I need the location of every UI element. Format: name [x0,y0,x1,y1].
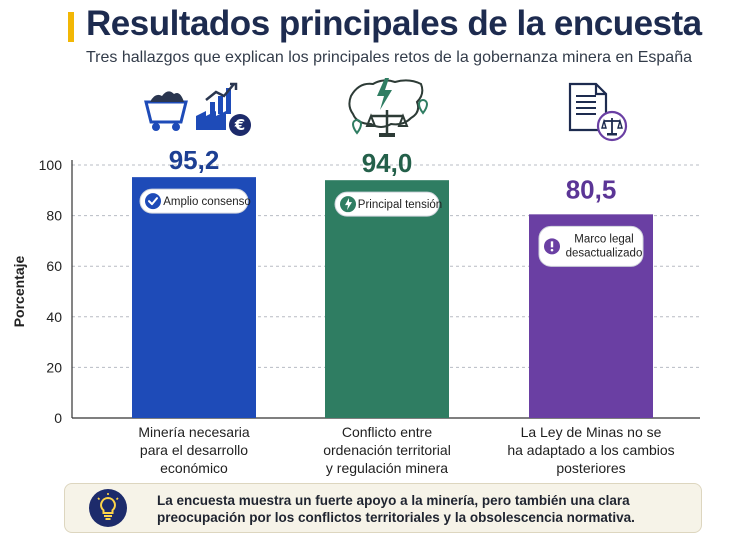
exclamation-dot [550,248,554,252]
lightning-bolt [377,78,392,110]
trend-arrow [205,83,235,101]
location-pin [417,99,429,115]
badge: Marco legal desactualizado [538,225,644,267]
exclamation-circle-icon [544,238,560,255]
cart-wheel [172,123,180,131]
x-tick-label: posteriores [556,460,625,476]
badge-icon-circle [145,193,161,210]
badge-pill [538,225,644,267]
scales-base [607,133,617,136]
location-pin [351,119,363,135]
badge: Amplio consenso [139,188,251,214]
check-mark [148,197,158,206]
bar-chart: 0 20 40 60 80 100 Porcentaje € 95,2 Amplio cons… [11,78,700,476]
x-tick-label: y regulación minera [326,460,448,476]
x-tick-label: ha adaptado a los cambios [507,442,674,458]
cart-coal [150,91,184,102]
page-title: Resultados principales de la encuesta [86,4,702,43]
title-accent-bar [68,12,74,42]
cart-wheel [152,123,160,131]
chart-bar [226,88,231,114]
y-tick-label: 100 [39,157,63,173]
check-circle-icon [145,193,161,210]
euro-coin [229,114,251,136]
badge: Principal tensión [334,191,442,217]
chart-bar [210,102,215,114]
summary-text: La encuesta muestra un fuerte apoyo a la… [157,493,635,525]
lightning-mark [345,198,352,211]
bar [132,177,256,418]
map-scales-lightning-icon [348,78,429,137]
y-tick-label: 80 [46,208,62,224]
summary-box: La encuesta muestra un fuerte apoyo a la… [64,483,702,533]
cart-body [144,100,188,124]
x-tick-label: Minería necesaria [138,424,249,440]
x-tick-label: La Ley de Minas no se [521,424,662,440]
scales-pan [397,113,409,127]
x-tick-label: económico [160,460,228,476]
euro-symbol: € [234,116,245,134]
factory [196,111,226,130]
lightbulb-icon [89,489,127,527]
y-tick-label: 20 [46,359,62,375]
y-tick-label: 40 [46,309,62,325]
bar-value-label: 95,2 [169,145,220,175]
badge-pill [334,191,440,217]
scales-pan [601,118,607,129]
page-subtitle: Tres hallazgos que explican los principa… [86,49,692,66]
y-axis-label: Porcentaje [11,255,27,327]
scales-pan [365,113,377,127]
trend-arrow-head [230,82,238,90]
y-tick-label: 0 [54,410,62,426]
scales-base [379,133,395,137]
badge-pill [139,188,249,214]
scales-pan [617,118,623,129]
bar-value-label: 94,0 [362,148,413,178]
document-scales-icon [568,82,628,142]
document-fold [594,84,606,96]
badge-label: Principal tensión [358,199,442,211]
badge-label: desactualizado [566,247,643,259]
exclamation-mark [550,241,554,248]
mining-cart-industry-euro-icon: € [144,82,251,136]
lightning-circle-icon [340,196,356,213]
badge-label: Marco legal [574,233,633,245]
x-tick-label: Conflicto entre [342,424,432,440]
bar-value-label: 80,5 [566,174,617,204]
badge-label: Amplio consenso [163,196,251,208]
x-tick-label: para el desarrollo [140,442,248,458]
bar [325,180,449,418]
chart-bar [218,96,223,114]
x-tick-label: ordenación territorial [323,442,451,458]
y-tick-label: 60 [46,258,62,274]
